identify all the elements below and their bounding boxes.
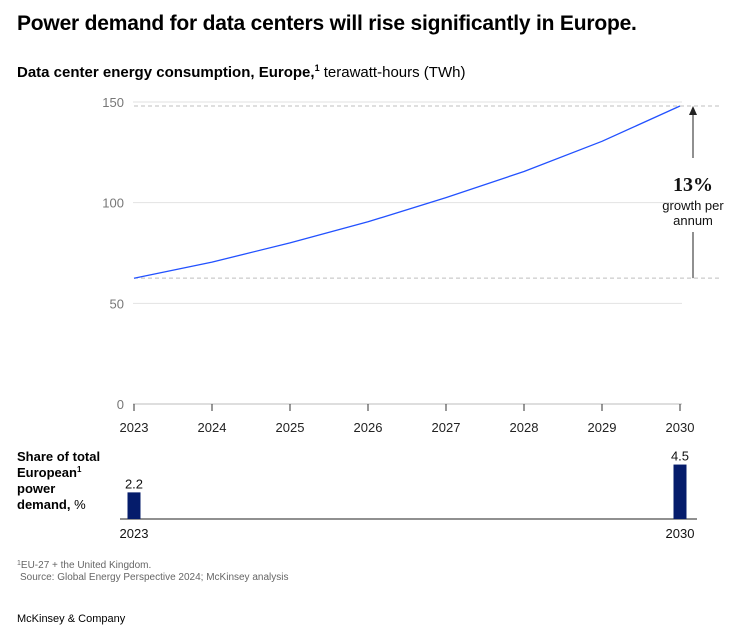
share-label-unit: % <box>70 497 86 512</box>
growth-rate-text-line1: growth per <box>662 198 724 213</box>
brand-name: McKinsey & Company <box>17 613 126 625</box>
growth-rate-text-line2: annum <box>673 213 713 228</box>
x-tick-label-2026: 2026 <box>354 420 383 435</box>
y-tick-label-0: 0 <box>117 397 124 412</box>
x-tick-label-2025: 2025 <box>276 420 305 435</box>
growth-arrow-head <box>689 106 697 116</box>
share-bar-2023 <box>127 492 141 519</box>
y-tick-label-100: 100 <box>102 196 124 211</box>
chart-title: Power demand for data centers will rise … <box>17 12 637 35</box>
subtitle-footnote-mark: 1 <box>314 63 320 73</box>
x-tick-label-2028: 2028 <box>510 420 539 435</box>
subtitle-bold: Data center energy consumption, Europe, <box>17 64 315 81</box>
x-tick-label-2030: 2030 <box>666 420 695 435</box>
share-bar-2030 <box>673 464 687 519</box>
footnote-text: EU-27 + the United Kingdom. <box>20 560 152 571</box>
share-label: Share of total European1 power demand, % <box>17 449 117 513</box>
footnotes: 1EU-27 + the United Kingdom. Source: Glo… <box>17 560 288 584</box>
y-tick-label-50: 50 <box>110 296 124 311</box>
footnote-mark: 1 <box>17 560 21 567</box>
x-tick-label-2029: 2029 <box>588 420 617 435</box>
share-bar-value-2030: 4.5 <box>671 449 689 464</box>
share-label-line1: Share of total <box>17 449 101 464</box>
share-label-line2: European <box>17 465 77 480</box>
share-bar-label-2023: 2023 <box>120 526 149 541</box>
y-tick-label-150: 150 <box>102 95 124 110</box>
share-label-line3: power <box>17 481 56 496</box>
chart-subtitle: Data center energy consumption, Europe,1… <box>17 63 466 82</box>
x-tick-label-2024: 2024 <box>198 420 227 435</box>
subtitle-unit: terawatt-hours (TWh) <box>319 64 466 81</box>
share-bar-label-2030: 2030 <box>666 526 695 541</box>
series-line <box>133 105 681 279</box>
share-label-line4: demand, <box>17 497 71 512</box>
share-label-footnote-mark: 1 <box>76 465 82 474</box>
x-tick-label-2027: 2027 <box>432 420 461 435</box>
chart-canvas: 0 50 100 150 2023 2024 2025 2026 2027 2028 2029 203… <box>102 95 724 541</box>
share-bar-value-2023: 2.2 <box>125 476 143 491</box>
growth-rate-value: 13% <box>673 174 713 196</box>
source-text: Source: Global Energy Perspective 2024; … <box>20 572 289 583</box>
x-tick-label-2023: 2023 <box>120 420 149 435</box>
